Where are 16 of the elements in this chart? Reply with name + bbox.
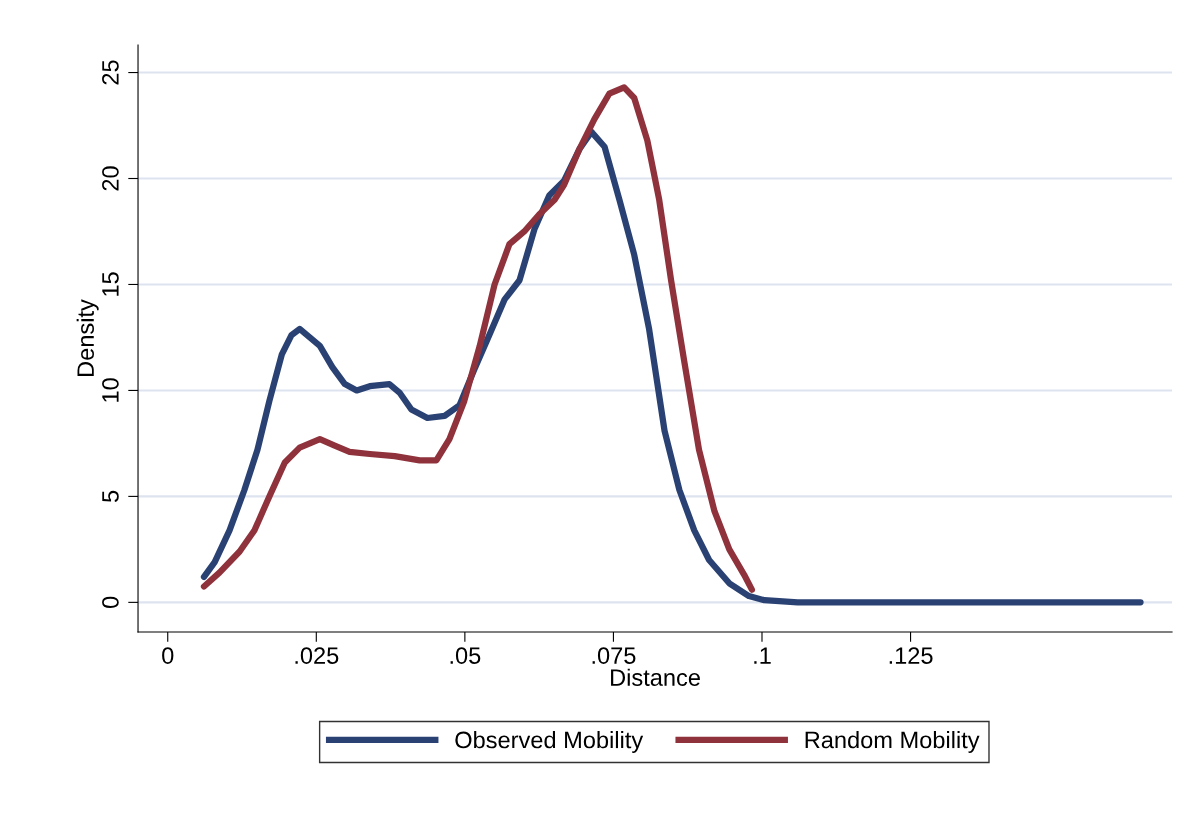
x-tick-label: .075 — [592, 647, 636, 664]
x-tick-label: .1 — [754, 647, 771, 664]
legend-label: Random Mobility — [805, 730, 980, 753]
legend-label: Observed Mobility — [455, 730, 644, 753]
x-tick-label: 0 — [162, 647, 174, 664]
y-tick-label: 5 — [102, 490, 119, 503]
y-tick-label: 25 — [102, 60, 119, 85]
y-tick-label: 10 — [102, 378, 119, 402]
x-axis-title: Distance — [611, 668, 700, 686]
x-tick-label: .05 — [450, 647, 481, 664]
y-axis-title: Density — [76, 299, 99, 376]
x-tick-label: .025 — [295, 647, 339, 664]
y-tick-label: 0 — [102, 596, 119, 609]
y-tick-label: 15 — [102, 272, 119, 296]
y-tick-label: 20 — [102, 166, 119, 191]
x-tick-label: .125 — [889, 647, 933, 664]
